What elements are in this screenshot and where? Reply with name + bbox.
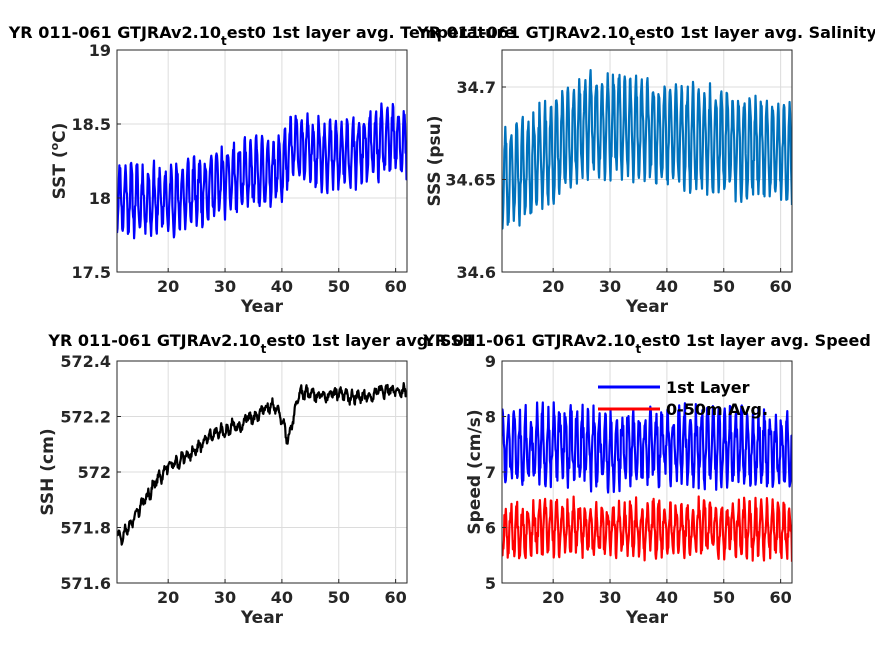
xtick-label-20: 20 [157,588,179,607]
series-line-1st-layer [502,401,792,494]
ytick-label-5: 5 [485,574,496,593]
xtick-label-20: 20 [157,277,179,296]
xtick-label-40: 40 [656,588,678,607]
ytick-label-572.2: 572.2 [60,408,111,427]
series-line-sss [502,68,792,230]
xticks-sss: 20 30 40 50 60 [542,268,792,296]
axes-frame-sss [501,49,793,273]
xtick-label-40: 40 [271,277,293,296]
panel-sst: YR 011-061 GTJRAv2.10test0 1st layer avg… [8,23,516,317]
yticks-sst: 17.5 18 18.5 19 [72,41,121,282]
series-sst [117,102,407,240]
xticks-speed: 20 30 40 50 60 [542,579,792,607]
ytick-label-34.6: 34.6 [457,263,496,282]
xtick-label-40: 40 [656,277,678,296]
series-line-0-50m-avg- [502,495,792,562]
ytick-label-572.4: 572.4 [60,352,111,371]
xtick-label-50: 50 [328,588,350,607]
xlabel-sst: Year [240,297,284,317]
ytick-label-18.5: 18.5 [72,115,111,134]
title-sst: YR 011-061 GTJRAv2.10test0 1st layer avg… [8,23,516,48]
series-line-ssh [117,382,407,546]
ytick-label-18: 18 [89,189,111,208]
legend-label-1st-layer: 1st Layer [666,378,750,397]
ylabel-sss: SSS (psu) [425,115,445,206]
ylabel-ssh: SSH (cm) [38,428,58,515]
xlabel-speed: Year [625,608,669,628]
xtick-label-50: 50 [713,588,735,607]
yticks-ssh: 571.6 571.8 572 572.2 572.4 [60,352,121,593]
series-line-sst [117,102,407,240]
panel-ssh: YR 011-061 GTJRAv2.10test0 1st layer avg… [38,331,476,628]
title-ssh: YR 011-061 GTJRAv2.10test0 1st layer avg… [47,331,475,356]
ytick-label-571.8: 571.8 [60,519,111,538]
legend-speed: 1st Layer 0-50m Avg. [598,378,768,419]
xtick-label-60: 60 [769,277,791,296]
panel-speed: YR 011-061 GTJRAv2.10test0 1st layer avg… [422,331,871,628]
xtick-label-60: 60 [769,588,791,607]
ytick-label-9: 9 [485,352,496,371]
xticks-ssh: 20 30 40 50 60 [157,579,407,607]
ytick-label-17.5: 17.5 [72,263,111,282]
xlabel-sss: Year [625,297,669,317]
ytick-label-7: 7 [485,463,496,482]
xtick-label-50: 50 [328,277,350,296]
xtick-label-30: 30 [599,277,621,296]
title-sss: YR 011-061 GTJRAv2.10test0 1st layer avg… [416,23,875,48]
ytick-label-571.6: 571.6 [60,574,111,593]
ytick-label-19: 19 [89,41,111,60]
xticks-sst: 20 30 40 50 60 [157,268,407,296]
xtick-label-60: 60 [384,277,406,296]
yticks-sss: 34.6 34.65 34.7 [445,78,506,282]
xtick-label-60: 60 [384,588,406,607]
ytick-label-34.7: 34.7 [457,78,496,97]
ytick-label-572: 572 [78,463,111,482]
xtick-label-30: 30 [214,277,236,296]
series-speed [502,401,792,562]
ylabel-speed: Speed (cm/s) [465,409,485,534]
axes-frame-sst [116,49,408,273]
legend-label-0-50m-avg: 0-50m Avg. [666,400,768,419]
ytick-label-34.65: 34.65 [445,171,496,190]
axes-frame-speed [501,360,793,584]
title-speed: YR 011-061 GTJRAv2.10test0 1st layer avg… [422,331,871,356]
xlabel-ssh: Year [240,608,284,628]
series-sss [502,68,792,230]
axes-frame-ssh [116,360,408,584]
panel-sss: YR 011-061 GTJRAv2.10test0 1st layer avg… [416,23,875,317]
xtick-label-30: 30 [599,588,621,607]
xtick-label-30: 30 [214,588,236,607]
ytick-label-6: 6 [485,519,496,538]
ytick-label-8: 8 [485,408,496,427]
series-ssh [117,382,407,546]
xtick-label-50: 50 [713,277,735,296]
xtick-label-20: 20 [542,277,564,296]
xtick-label-20: 20 [542,588,564,607]
ylabel-sst: SST (oC) [48,123,70,200]
xtick-label-40: 40 [271,588,293,607]
